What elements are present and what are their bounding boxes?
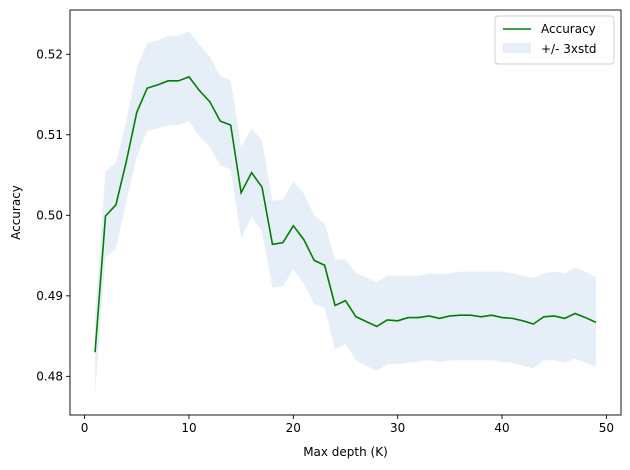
y-tick-label: 0.51: [36, 128, 63, 142]
legend: Accuracy +/- 3xstd: [494, 15, 615, 65]
y-axis: 0.48 0.49 0.50 0.51 0.52: [36, 47, 70, 383]
x-tick-label: 0: [81, 421, 89, 435]
std-band: [95, 31, 596, 393]
x-axis-label: Max depth (K): [303, 445, 388, 459]
plot-area: [94, 31, 597, 393]
x-tick-label: 30: [390, 421, 405, 435]
y-tick-label: 0.50: [36, 208, 63, 222]
legend-band-swatch: [503, 43, 531, 53]
y-tick-label: 0.48: [36, 369, 63, 383]
x-tick-label: 20: [286, 421, 301, 435]
y-tick-label: 0.52: [36, 47, 63, 61]
legend-accuracy-label: Accuracy: [541, 22, 596, 36]
x-axis: 0 10 20 30 40 50: [81, 415, 614, 435]
x-tick-label: 40: [494, 421, 509, 435]
x-tick-label: 10: [181, 421, 196, 435]
y-axis-label: Accuracy: [9, 185, 23, 240]
legend-band-label: +/- 3xstd: [541, 42, 597, 56]
accuracy-line: [94, 75, 597, 353]
plot-frame: [69, 9, 622, 416]
x-tick-label: 50: [599, 421, 614, 435]
y-tick-label: 0.49: [36, 289, 63, 303]
